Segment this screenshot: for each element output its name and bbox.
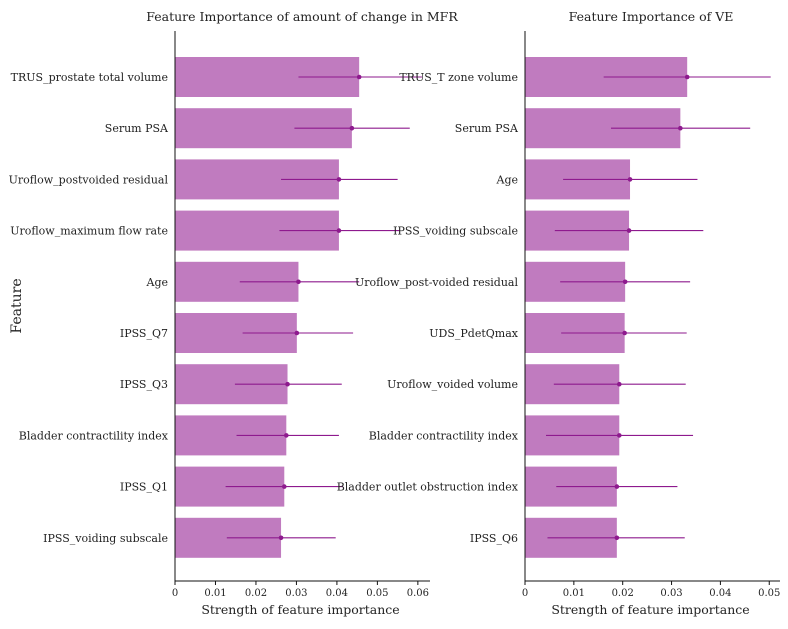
- category-label: Uroflow_postvoided residual: [9, 173, 169, 186]
- x-tick-label: 0.04: [709, 588, 731, 599]
- panel-ve: Feature Importance of VE TRUS_T zone volu…: [337, 9, 781, 617]
- category-label: TRUS_T zone volume: [399, 71, 518, 84]
- mean-point: [627, 177, 633, 182]
- mean-point: [356, 74, 362, 80]
- chart-title: Feature Importance of VE: [569, 9, 734, 24]
- category-label: Bladder contractility index: [19, 429, 169, 442]
- x-axis-title: Strength of feature importance: [551, 602, 749, 617]
- mean-point: [278, 535, 284, 541]
- x-tick-label: 0: [172, 588, 178, 599]
- mean-point: [614, 484, 620, 489]
- chart-title: Feature Importance of amount of change i…: [146, 9, 458, 24]
- x-axis-title: Strength of feature importance: [201, 602, 399, 617]
- category-label: Uroflow_post-voided residual: [355, 276, 519, 289]
- mean-point: [616, 433, 622, 438]
- mean-point: [684, 74, 690, 80]
- mean-point: [678, 125, 683, 131]
- mean-point: [281, 484, 287, 489]
- category-label: Bladder contractility index: [369, 429, 519, 442]
- mean-point: [336, 177, 342, 182]
- mean-point: [336, 228, 342, 233]
- category-label: IPSS_Q1: [120, 481, 168, 494]
- x-tick-label: 0.01: [204, 588, 226, 599]
- category-label: IPSS_Q3: [120, 378, 168, 391]
- mean-point: [616, 381, 622, 387]
- x-tick-label: 0.02: [612, 588, 634, 599]
- category-label: IPSS_Q6: [470, 532, 518, 545]
- x-tick-label: 0.04: [326, 588, 348, 599]
- mean-point: [626, 228, 632, 233]
- x-tick-label: 0: [522, 588, 528, 599]
- category-label: TRUS_prostate total volume: [11, 71, 168, 84]
- category-label: Age: [496, 173, 519, 186]
- category-label: IPSS_voiding subscale: [393, 225, 518, 238]
- x-tick-label: 0.03: [285, 588, 307, 599]
- category-label: IPSS_voiding subscale: [43, 532, 168, 545]
- panel-mfr: Feature Importance of amount of change i…: [9, 9, 459, 617]
- category-label: Uroflow_voided volume: [387, 378, 518, 391]
- x-tick-label: 0.06: [407, 588, 429, 599]
- mean-point: [622, 330, 627, 336]
- category-label: Serum PSA: [455, 122, 519, 135]
- category-label: Bladder outlet obstruction index: [337, 481, 519, 494]
- x-tick-label: 0.01: [563, 588, 585, 599]
- mean-point: [296, 279, 301, 285]
- x-tick-label: 0.05: [366, 588, 388, 599]
- mean-point: [294, 330, 300, 336]
- category-label: IPSS_Q7: [120, 327, 168, 340]
- x-tick-label: 0.03: [660, 588, 682, 599]
- mean-point: [285, 381, 290, 387]
- mean-point: [622, 279, 628, 285]
- category-label: UDS_PdetQmax: [429, 327, 519, 340]
- y-axis-title: Feature: [9, 278, 25, 333]
- mean-point: [284, 433, 289, 438]
- x-tick-label: 0.05: [758, 588, 780, 599]
- category-label: Serum PSA: [105, 122, 169, 135]
- category-label: Age: [146, 276, 169, 289]
- mean-point: [614, 535, 620, 541]
- x-tick-label: 0.02: [245, 588, 267, 599]
- mean-point: [349, 125, 355, 131]
- category-label: Uroflow_maximum flow rate: [10, 225, 168, 238]
